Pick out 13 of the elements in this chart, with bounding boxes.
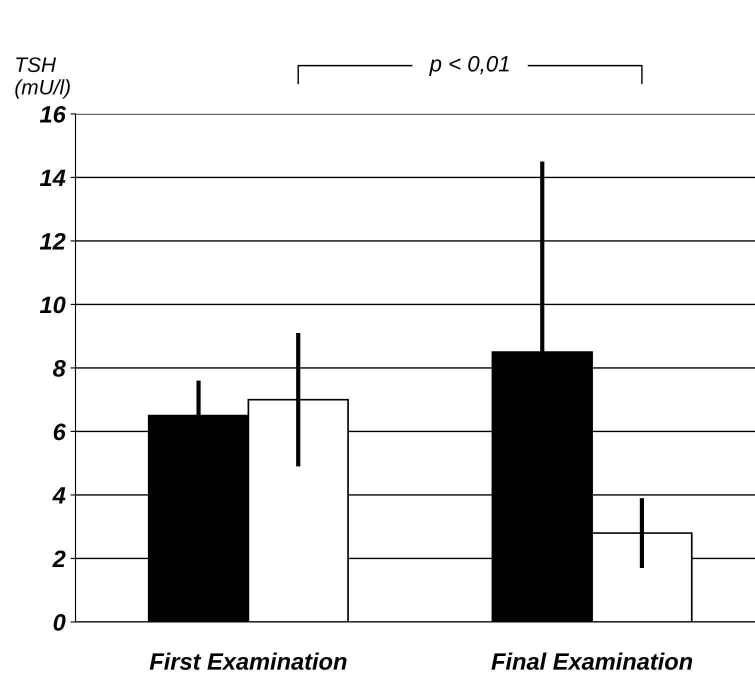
y-tick-label: 6	[54, 424, 66, 440]
y-tick-label: 12	[40, 232, 66, 250]
y-tick-label: 16	[40, 106, 66, 123]
y-tick-label: 0	[54, 614, 66, 631]
y-axis-title: TSH (mU/l)	[15, 57, 70, 99]
y-tick-label: 10	[40, 296, 66, 314]
y-tick-label: 2	[52, 550, 66, 568]
y-tick-label: 4	[52, 487, 66, 504]
y-tick-label: 8	[52, 360, 66, 377]
y-tick-label: 14	[40, 170, 66, 186]
x-tick-label: Final Examination	[491, 652, 692, 670]
text: p < 0,01	[429, 56, 509, 76]
x-tick-label: First Examination	[150, 652, 346, 670]
